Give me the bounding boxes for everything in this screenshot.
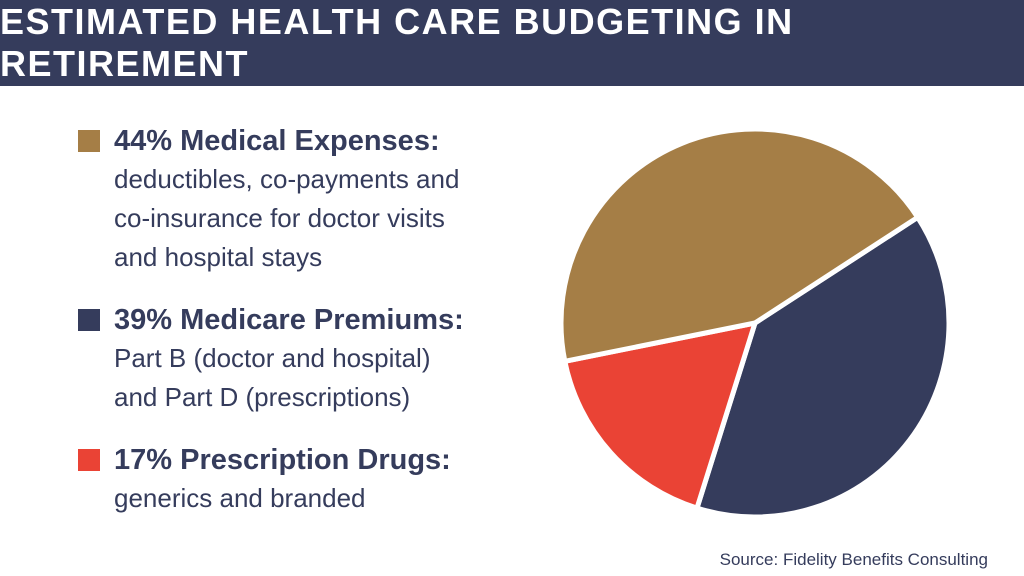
legend-swatch-medicare-premiums xyxy=(78,309,100,331)
source-note: Source: Fidelity Benefits Consulting xyxy=(719,550,988,569)
legend: 44% Medical Expenses: deductibles, co-pa… xyxy=(78,122,548,542)
legend-item-medicare-premiums: 39% Medicare Premiums: Part B (doctor an… xyxy=(78,301,548,417)
legend-description-medicare-premiums: Part B (doctor and hospital) and Part D … xyxy=(114,339,548,417)
legend-title-medical-expenses: 44% Medical Expenses: xyxy=(114,125,440,157)
legend-swatch-medical-expenses xyxy=(78,130,100,152)
legend-item-prescription-drugs: 17% Prescription Drugs: generics and bra… xyxy=(78,441,548,518)
title-banner: ESTIMATED HEALTH CARE BUDGETING IN RETIR… xyxy=(0,0,1024,86)
legend-swatch-prescription-drugs xyxy=(78,449,100,471)
legend-description-line: Part B (doctor and hospital) xyxy=(114,343,431,373)
pie-slice-medicare-premiums xyxy=(694,214,952,520)
legend-description-line: and hospital stays xyxy=(114,242,323,272)
legend-description-line: generics and branded xyxy=(114,483,366,513)
legend-description-line: and Part D (prescriptions) xyxy=(114,382,411,412)
pie-slice-medical-expenses xyxy=(558,128,921,364)
page-title: ESTIMATED HEALTH CARE BUDGETING IN RETIR… xyxy=(0,1,794,84)
legend-description-prescription-drugs: generics and branded xyxy=(114,479,548,518)
legend-description-medical-expenses: deductibles, co-payments and co-insuranc… xyxy=(114,160,548,277)
legend-item-medical-expenses: 44% Medical Expenses: deductibles, co-pa… xyxy=(78,122,548,277)
pie-slice-prescription-drugs xyxy=(562,320,758,511)
pie-chart xyxy=(558,128,952,520)
legend-description-line: co-insurance for doctor visits xyxy=(114,203,445,233)
legend-title-medicare-premiums: 39% Medicare Premiums: xyxy=(114,304,464,336)
legend-description-line: deductibles, co-payments and xyxy=(114,164,460,194)
legend-title-prescription-drugs: 17% Prescription Drugs: xyxy=(114,444,451,476)
